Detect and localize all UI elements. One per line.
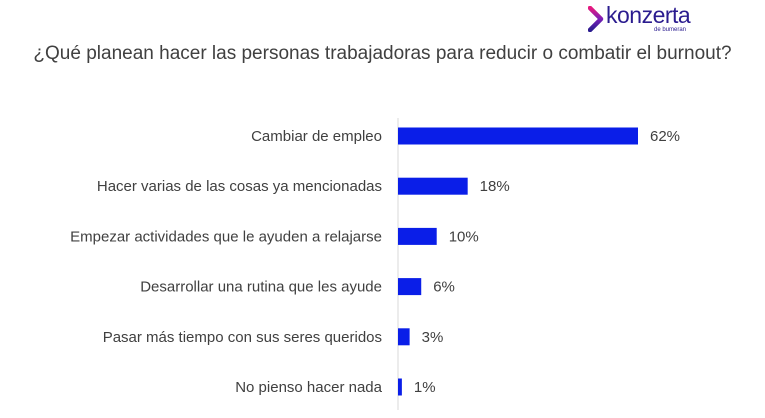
category-label: Hacer varias de las cosas ya mencionadas [97,178,382,195]
chevron-logo-icon [588,6,604,32]
bar [398,278,422,296]
category-label: Cambiar de empleo [251,128,382,145]
bar [398,227,437,245]
category-label: No pienso hacer nada [235,379,382,396]
bar [398,378,402,396]
data-label: 6% [433,279,455,296]
category-label: Desarrollar una rutina que les ayude [140,279,382,296]
bar [398,177,468,195]
bar [398,328,410,346]
category-label: Pasar más tiempo con sus seres queridos [103,329,382,346]
chart-title: ¿Qué planean hacer las personas trabajad… [33,43,732,64]
category-label: Empezar actividades que le ayuden a rela… [70,228,382,245]
brand-tagline: de bumeran [654,27,687,33]
brand-logo: konzerta de bumeran [588,2,708,38]
brand-name: konzerta [606,2,691,28]
data-label: 3% [422,329,444,346]
bar [398,127,638,145]
data-label: 62% [650,128,680,145]
data-label: 10% [449,228,479,245]
data-label: 18% [480,178,510,195]
data-label: 1% [414,379,436,396]
